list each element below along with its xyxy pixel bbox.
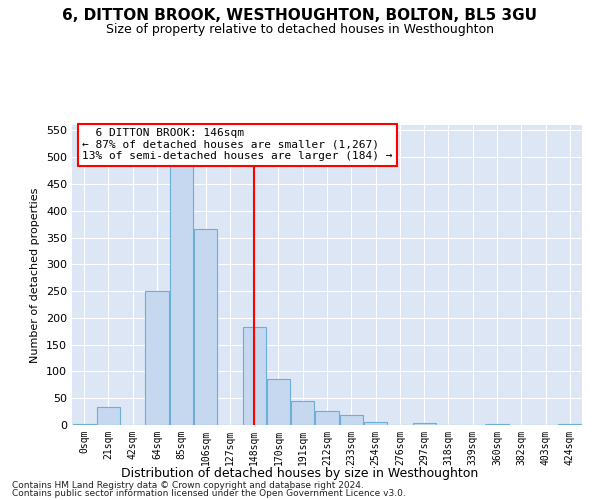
Bar: [242, 327, 266, 425]
Bar: [194, 230, 217, 425]
Bar: [559, 424, 581, 425]
Bar: [485, 424, 509, 425]
Bar: [413, 424, 436, 425]
Bar: [267, 380, 290, 425]
Text: Contains public sector information licensed under the Open Government Licence v3: Contains public sector information licen…: [12, 489, 406, 498]
Bar: [364, 422, 387, 425]
Bar: [145, 291, 169, 425]
Bar: [170, 157, 193, 425]
Bar: [73, 424, 95, 425]
Text: Contains HM Land Registry data © Crown copyright and database right 2024.: Contains HM Land Registry data © Crown c…: [12, 480, 364, 490]
Text: 6, DITTON BROOK, WESTHOUGHTON, BOLTON, BL5 3GU: 6, DITTON BROOK, WESTHOUGHTON, BOLTON, B…: [62, 8, 538, 22]
Y-axis label: Number of detached properties: Number of detached properties: [31, 188, 40, 362]
Bar: [316, 410, 338, 425]
Text: 6 DITTON BROOK: 146sqm
← 87% of detached houses are smaller (1,267)
13% of semi-: 6 DITTON BROOK: 146sqm ← 87% of detached…: [82, 128, 392, 161]
Bar: [291, 401, 314, 425]
Bar: [97, 408, 120, 425]
Bar: [340, 416, 363, 425]
Text: Distribution of detached houses by size in Westhoughton: Distribution of detached houses by size …: [121, 467, 479, 480]
Text: Size of property relative to detached houses in Westhoughton: Size of property relative to detached ho…: [106, 22, 494, 36]
